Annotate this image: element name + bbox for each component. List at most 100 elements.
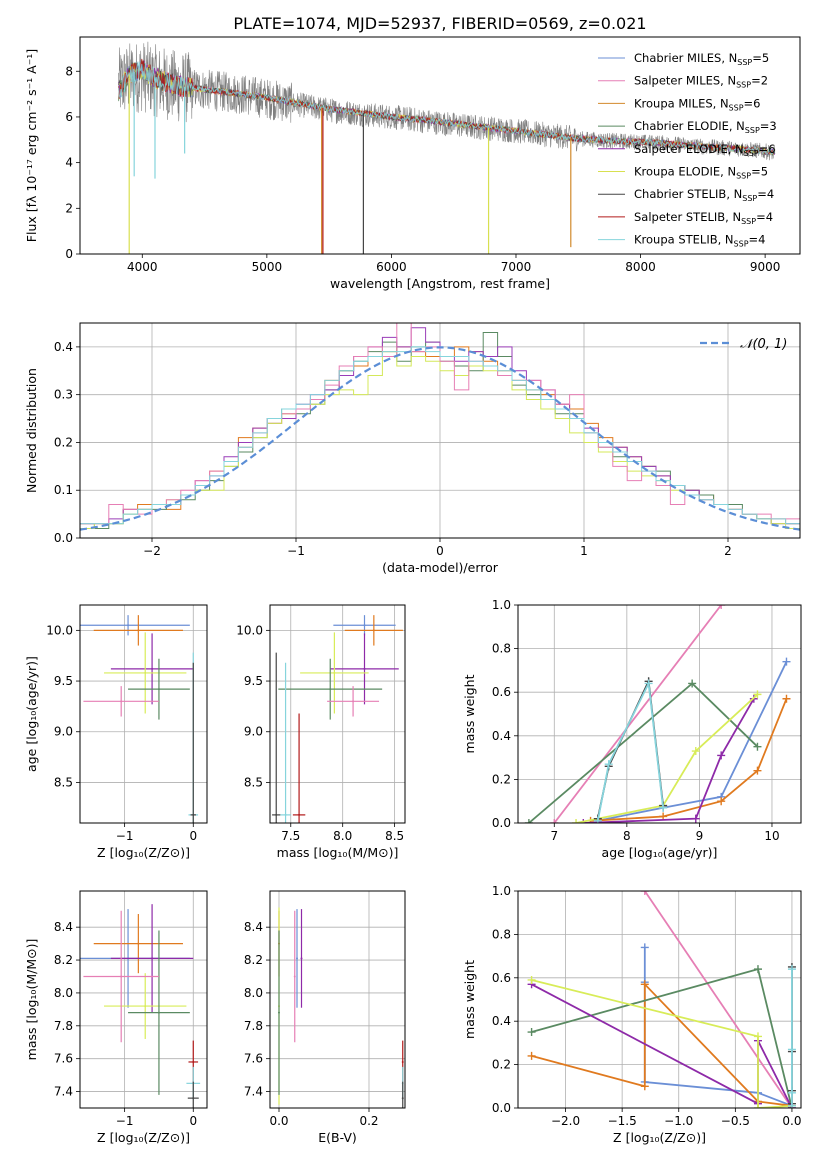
plot-area — [272, 615, 403, 823]
x-tick-label: −1 — [287, 544, 305, 558]
y-tick-label: 10.0 — [46, 623, 73, 637]
data-point — [120, 700, 123, 703]
data-marker — [691, 814, 700, 823]
x-tick-label: 0.2 — [359, 1114, 378, 1128]
x-tick-label: 8 — [623, 829, 631, 843]
data-point — [293, 975, 296, 978]
data-marker — [753, 965, 762, 974]
axes-frame — [79, 604, 208, 824]
axes-frame — [79, 36, 801, 255]
data-point — [275, 813, 278, 816]
y-tick-label: 0.0 — [492, 1101, 511, 1115]
y-tick-label: 0.1 — [54, 483, 73, 497]
y-tick-label: 0.4 — [54, 340, 73, 354]
data-marker — [753, 766, 762, 775]
x-tick-label: −2.0 — [551, 1114, 580, 1128]
data-marker — [753, 1032, 762, 1041]
axes-frame — [79, 322, 801, 539]
data-marker — [787, 1101, 796, 1108]
y-tick-label: 8.0 — [244, 986, 263, 1000]
y-tick-label: 1.0 — [492, 598, 511, 612]
legend-entry: Salpeter STELIB, NSSP=4 — [634, 210, 773, 226]
series-line — [597, 661, 788, 822]
x-tick-label: 4000 — [127, 260, 158, 274]
x-tick-label: 1 — [580, 544, 588, 558]
axes-frame — [269, 604, 406, 824]
x-axis-label: (data-model)/error — [382, 560, 499, 575]
histogram-step — [80, 346, 800, 525]
plot-area — [80, 904, 201, 1108]
plot-area — [118, 41, 776, 254]
legend-entry: Chabrier ELODIE, NSSP=3 — [634, 119, 777, 135]
data-point — [127, 624, 130, 627]
x-tick-label: 7000 — [501, 260, 532, 274]
x-tick-label: 0.0 — [782, 1114, 801, 1128]
series-line — [553, 605, 722, 823]
y-tick-label: 0.6 — [492, 685, 511, 699]
x-axis-label: Z [log₁₀(Z/Z⊙)] — [97, 845, 190, 860]
y-axis-label: mass weight — [462, 674, 477, 753]
data-point — [372, 629, 375, 632]
data-point — [144, 1005, 147, 1008]
data-point — [192, 813, 195, 816]
y-tick-label: 7.8 — [54, 1019, 73, 1033]
data-marker — [717, 605, 726, 609]
legend-entry: Kroupa STELIB, NSSP=4 — [634, 233, 765, 249]
data-point — [157, 688, 160, 691]
x-tick-label: −1 — [116, 829, 134, 843]
legend-entry: 𝒩(0, 1) — [740, 337, 787, 352]
series-line — [644, 891, 793, 1108]
y-tick-label: 9.0 — [54, 725, 73, 739]
x-tick-label: −2 — [143, 544, 161, 558]
y-tick-label: 7.6 — [54, 1052, 73, 1066]
data-marker — [640, 1082, 649, 1091]
histogram-step — [80, 323, 800, 525]
x-tick-label: 0 — [436, 544, 444, 558]
data-marker — [753, 742, 762, 751]
axes-frame — [517, 604, 802, 824]
y-tick-label: 0.3 — [54, 388, 73, 402]
data-marker — [524, 819, 533, 823]
x-tick-label: 6000 — [376, 260, 407, 274]
x-tick-label: 9000 — [750, 260, 781, 274]
y-tick-label: 10.0 — [236, 623, 263, 637]
data-point — [192, 1097, 195, 1100]
page-title: PLATE=1074, MJD=52937, FIBERID=0569, z=0… — [233, 14, 646, 33]
data-point — [151, 957, 154, 960]
y-tick-label: 0.0 — [492, 816, 511, 830]
panel-mass_vs_ebv: 0.0 0.2 7.4 7.6 7.8 8.0 8.2 8.4 E(B-V) — [244, 890, 406, 1145]
y-tick-label: 0.0 — [54, 531, 73, 545]
series-line — [531, 979, 792, 1108]
series-line — [596, 680, 664, 821]
data-marker — [782, 694, 791, 703]
panel-residuals: −2 −1 0 1 2 0.0 0.1 0.2 0.3 0.4 (data-model)/error… — [24, 322, 801, 575]
data-point — [363, 667, 366, 670]
y-tick-label: 0.2 — [492, 772, 511, 786]
y-tick-label: 1.0 — [492, 884, 511, 898]
panel-age_vs_Z: −1 0 8.5 9.0 9.5 10.0 Z [log₁₀(Z/Z⊙)] age [log₁… — [24, 604, 208, 860]
data-marker — [579, 819, 588, 823]
data-point — [298, 813, 301, 816]
data-marker — [717, 751, 726, 760]
legend-entry: Salpeter ELODIE, NSSP=6 — [634, 142, 776, 158]
panel-mw_vs_Z: −2.0 −1.5 −1.0 −0.5 0.0 0.0 0.2 0.4 0.6 0.8 1.0 Z [… — [462, 884, 802, 1145]
data-point — [151, 667, 154, 670]
y-tick-label: 9.5 — [54, 674, 73, 688]
y-axis-label: Normed distribution — [24, 368, 39, 493]
series-line — [575, 693, 759, 823]
y-tick-label: 7.4 — [244, 1085, 263, 1099]
y-tick-label: 0.4 — [492, 1014, 511, 1028]
x-tick-label: 8000 — [625, 260, 656, 274]
y-tick-label: 0.2 — [54, 435, 73, 449]
data-point — [284, 813, 287, 816]
data-marker — [688, 679, 697, 688]
y-tick-label: 0.2 — [492, 1058, 511, 1072]
data-marker — [717, 797, 726, 806]
data-point — [137, 629, 140, 632]
x-axis-label: Z [log₁₀(Z/Z⊙)] — [97, 1130, 190, 1145]
data-marker — [527, 1051, 536, 1060]
panel-mass_vs_Z: −1 0 7.4 7.6 7.8 8.0 8.2 8.4 Z [log₁₀(Z/Z⊙)] mass… — [24, 890, 208, 1145]
data-point — [192, 1060, 195, 1063]
data-marker — [527, 1028, 536, 1037]
